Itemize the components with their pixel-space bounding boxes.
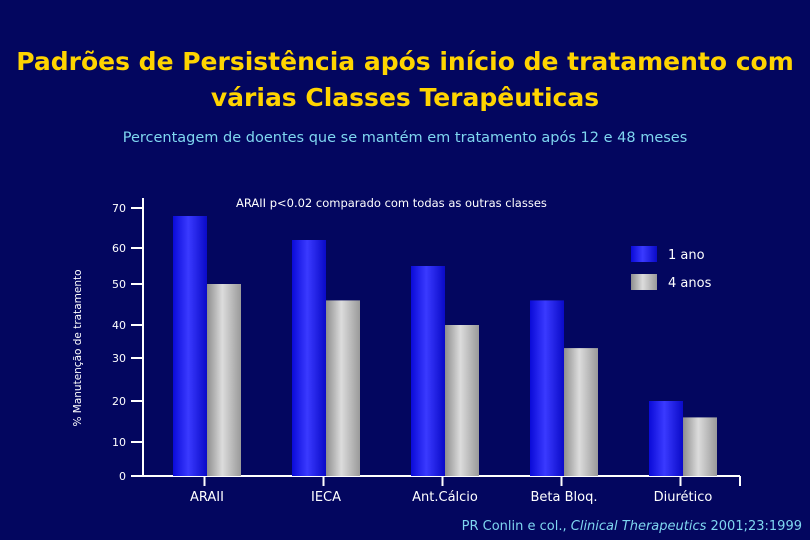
bar-1ano <box>411 266 445 476</box>
bar-4anos <box>683 417 717 476</box>
y-tick-label: 0 <box>119 470 126 483</box>
title-line-2: várias Classes Terapêuticas <box>210 83 600 112</box>
bar-4anos <box>207 284 241 476</box>
x-tick-label: ARAII <box>190 490 224 505</box>
y-tick-label: 30 <box>112 352 126 365</box>
chart-subtitle: Percentagem de doentes que se mantém em … <box>122 130 688 146</box>
bar-1ano <box>530 300 564 476</box>
y-tick-label: 60 <box>112 242 126 255</box>
y-tick-label: 50 <box>112 278 126 291</box>
bar-1ano <box>173 216 207 476</box>
chart-annotation: ARAII p<0.02 comparado com todas as outr… <box>236 196 547 210</box>
source-citation-text: 2001;23:1999 <box>710 519 802 534</box>
source-citation: PR Conlin e col., Clinical Therapeutics … <box>462 519 802 534</box>
page-title: Padrões de Persistência após início de t… <box>0 44 810 116</box>
source-prefix: PR <box>461 519 479 534</box>
x-tick-label: Beta Bloq. <box>531 490 598 505</box>
legend-swatch-4anos <box>631 274 657 290</box>
bar-1ano <box>292 240 326 476</box>
legend-label: 4 anos <box>668 276 712 291</box>
title-line-1: Padrões de Persistência após início de t… <box>16 47 794 76</box>
bar-4anos <box>326 300 360 476</box>
legend-label: 1 ano <box>668 248 705 263</box>
legend-swatch-1ano <box>631 246 657 262</box>
bar-4anos <box>445 325 479 476</box>
y-axis-label: % Manutenção de tratamento <box>72 269 84 426</box>
source-journal: Clinical Therapeutics <box>570 519 707 534</box>
x-tick-label: Ant.Cálcio <box>412 490 478 505</box>
y-tick-label: 10 <box>112 436 126 449</box>
y-tick-label: 20 <box>112 395 126 408</box>
bar-1ano <box>649 401 683 476</box>
source-authors: Conlin e col., <box>482 519 567 534</box>
x-tick-label: Diurético <box>654 490 713 505</box>
y-tick-label: 70 <box>112 202 126 215</box>
x-tick-label: IECA <box>311 490 341 505</box>
y-tick-label: 40 <box>112 319 126 332</box>
bar-4anos <box>564 348 598 476</box>
